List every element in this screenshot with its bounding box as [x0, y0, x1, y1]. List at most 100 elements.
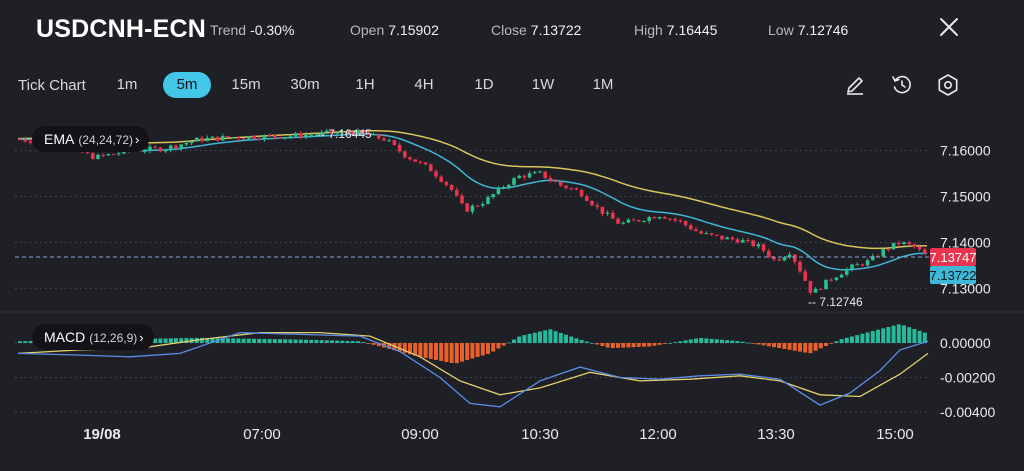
candle-bearish — [720, 235, 724, 240]
ema-name: EMA — [44, 131, 75, 147]
macd-hist-bar-positive — [309, 339, 314, 343]
candle-bullish — [481, 204, 485, 206]
candle-bullish — [501, 187, 506, 189]
candle-bullish — [470, 205, 475, 212]
macd-hist-bar-positive — [735, 341, 740, 343]
candle-bearish — [772, 256, 776, 260]
macd-hist-bar-positive — [553, 331, 558, 343]
pencil-icon[interactable] — [842, 72, 868, 98]
clock-refresh-icon[interactable] — [889, 72, 915, 98]
chart-type-label[interactable]: Tick Chart — [18, 77, 86, 94]
macd-signal-line — [17, 331, 929, 398]
macd-hist-bar-negative — [610, 343, 615, 349]
candle-bearish — [174, 145, 178, 149]
candle-bullish — [824, 279, 828, 290]
ema-indicator-pill[interactable]: EMA (24,24,72) › — [32, 126, 150, 152]
candle-bearish — [715, 234, 719, 236]
candle-bullish — [288, 136, 293, 138]
macd-hist-bar-positive — [345, 340, 350, 343]
macd-hist-bar-positive — [153, 338, 158, 343]
candle-bearish — [345, 131, 350, 133]
trend-value: -0.30% — [250, 22, 295, 38]
candle-bearish — [101, 154, 105, 156]
candle-bearish — [23, 139, 27, 142]
macd-hist-bar-positive — [844, 337, 849, 343]
candle-bullish — [283, 137, 287, 139]
candle-bullish — [304, 134, 308, 138]
macd-hist-bar-positive — [907, 327, 912, 343]
candle-bearish — [522, 175, 527, 178]
macd-tick-label: -0.00400 — [940, 404, 995, 420]
candle-bearish — [236, 137, 241, 139]
candle-bullish — [340, 131, 345, 133]
macd-hist-bar-positive — [194, 337, 199, 343]
macd-hist-bar-negative — [428, 343, 433, 359]
timeframe-1w[interactable]: 1W — [531, 76, 555, 93]
macd-hist-bar-negative — [631, 343, 636, 348]
macd-hist-bar-positive — [506, 342, 511, 344]
macd-hist-bar-positive — [330, 340, 334, 343]
candle-bearish — [631, 219, 636, 221]
candle-bullish — [262, 135, 267, 140]
macd-hist-bar-positive — [876, 329, 880, 343]
macd-hist-bar-positive — [158, 338, 163, 343]
macd-hist-bar-negative — [402, 343, 407, 353]
macd-hist-bar-positive — [912, 328, 917, 343]
macd-hist-bar-positive — [267, 339, 272, 343]
candle-bullish — [517, 175, 521, 179]
candle-bullish — [221, 136, 225, 141]
macd-hist-bar-positive — [881, 328, 886, 343]
candle-bullish — [787, 254, 792, 258]
candle-bullish — [621, 222, 625, 224]
macd-hist-bar-negative — [595, 343, 600, 345]
macd-indicator-pill[interactable]: MACD (12,26,9) › — [32, 324, 154, 350]
macd-hist-bar-positive — [668, 343, 672, 344]
macd-hist-bar-positive — [215, 338, 220, 343]
candle-bullish — [834, 277, 839, 280]
candle-bearish — [366, 133, 371, 136]
candle-bullish — [871, 256, 875, 261]
candle-bullish — [647, 217, 651, 222]
candle-bullish — [657, 216, 662, 219]
candle-bullish — [314, 134, 319, 136]
candle-bearish — [730, 237, 735, 240]
macd-hist-bar-positive — [324, 340, 329, 343]
macd-hist-bar-positive — [356, 341, 360, 343]
candle-bearish — [876, 256, 880, 258]
macd-hist-bar-positive — [226, 338, 230, 343]
candle-bearish — [767, 250, 771, 257]
timeframe-30m[interactable]: 30m — [290, 76, 320, 93]
macd-hist-bar-negative — [382, 343, 386, 348]
timeframe-1m[interactable]: 1m — [116, 76, 138, 93]
candle-bearish — [18, 139, 22, 141]
candle-bearish — [158, 147, 163, 152]
timeframe-15m[interactable]: 15m — [231, 76, 261, 93]
settings-hexagon-icon[interactable] — [935, 72, 961, 98]
ema-slow-line — [18, 130, 928, 250]
candle-bullish — [642, 221, 646, 223]
open-stat: Open 7.15902 — [350, 22, 439, 38]
timeframe-1m[interactable]: 1M — [592, 76, 614, 93]
timeframe-1h[interactable]: 1H — [355, 76, 375, 93]
candle-bearish — [819, 288, 823, 290]
candle-bearish — [559, 181, 563, 186]
candle-bearish — [923, 249, 927, 255]
macd-params: (12,26,9) — [89, 331, 138, 345]
timeframe-4h[interactable]: 4H — [414, 76, 434, 93]
close-label: Close — [491, 22, 527, 38]
macd-hist-bar-negative — [829, 343, 834, 344]
macd-hist-bar-negative — [460, 343, 464, 362]
close-icon[interactable] — [938, 16, 960, 38]
macd-hist-bar-negative — [787, 343, 792, 350]
price-tick-label: 7.16000 — [940, 143, 991, 159]
x-tick-label: 09:00 — [401, 426, 439, 443]
timeframe-1d[interactable]: 1D — [474, 76, 494, 93]
candle-bearish — [111, 154, 116, 156]
candle-bullish — [486, 197, 490, 205]
candle-bearish — [226, 136, 230, 138]
candle-bearish — [803, 271, 807, 281]
macd-hist-bar-positive — [579, 340, 584, 343]
macd-hist-bar-positive — [709, 338, 714, 343]
candle-bullish — [850, 264, 854, 270]
timeframe-5m[interactable]: 5m — [163, 72, 211, 98]
